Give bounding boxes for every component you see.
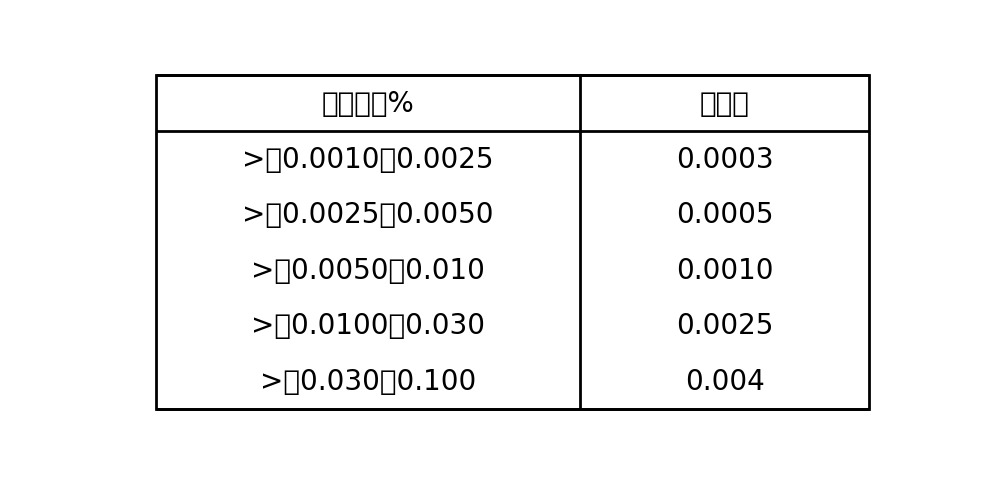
Text: >　0.0010～0.0025: > 0.0010～0.0025 — [242, 145, 494, 173]
Text: 磷含量，%: 磷含量，% — [322, 90, 414, 118]
Text: 0.0010: 0.0010 — [676, 256, 773, 284]
Text: 允许差: 允许差 — [700, 90, 750, 118]
Bar — [156, 76, 869, 409]
Text: 0.0003: 0.0003 — [676, 145, 773, 173]
Text: >　0.030～0.100: > 0.030～0.100 — [260, 367, 476, 395]
Text: 0.0005: 0.0005 — [676, 201, 773, 228]
Text: >　0.0050～0.010: > 0.0050～0.010 — [251, 256, 485, 284]
Text: 0.004: 0.004 — [685, 367, 764, 395]
Text: >　0.0025～0.0050: > 0.0025～0.0050 — [242, 201, 494, 228]
Text: >　0.0100～0.030: > 0.0100～0.030 — [251, 312, 485, 339]
Text: 0.0025: 0.0025 — [676, 312, 773, 339]
